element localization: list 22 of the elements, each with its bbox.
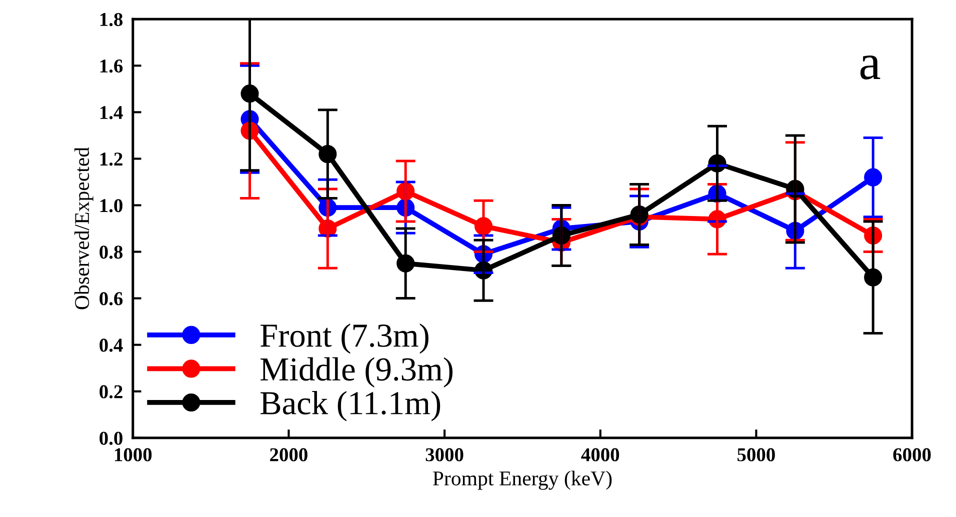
legend-label: Middle (9.3m) [260, 357, 453, 388]
y-tick-label: 1.8 [100, 12, 123, 26]
y-axis-title: Observed/Expected [74, 147, 94, 310]
x-tick-label: 5000 [738, 448, 775, 462]
y-tick-label: 0.0 [100, 432, 122, 445]
legend-label: Front (7.3m) [260, 323, 428, 354]
x-tick-label: 3000 [426, 448, 464, 462]
annotation: a [860, 55, 880, 80]
y-tick-label: 1.0 [100, 199, 122, 212]
x-tick-label: 1000 [115, 448, 152, 462]
x-tick-label: 4000 [581, 448, 620, 462]
y-tick-label: 0.6 [100, 292, 123, 306]
y-tick-label: 0.8 [100, 246, 123, 259]
x-tick-label: 2000 [270, 448, 308, 462]
legend-label: Back (11.1m) [260, 391, 440, 422]
y-tick-label: 0.2 [100, 385, 122, 398]
y-tick-label: 0.4 [100, 338, 123, 352]
y-tick-label: 1.2 [100, 152, 122, 166]
y-tick-label: 1.4 [100, 106, 123, 120]
x-axis-title: Prompt Energy (keV) [432, 470, 612, 490]
x-tick-label: 6000 [893, 448, 931, 462]
y-tick-label: 1.6 [100, 60, 123, 73]
